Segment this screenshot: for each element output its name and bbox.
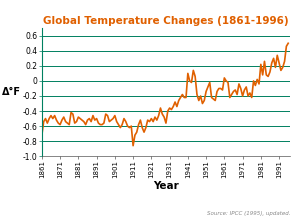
X-axis label: Year: Year [153,181,179,191]
Text: Source: IPCC (1995), updated.: Source: IPCC (1995), updated. [207,211,290,216]
Y-axis label: Δ°F: Δ°F [2,87,21,97]
Title: Global Temperature Changes (1861-1996): Global Temperature Changes (1861-1996) [43,16,289,26]
